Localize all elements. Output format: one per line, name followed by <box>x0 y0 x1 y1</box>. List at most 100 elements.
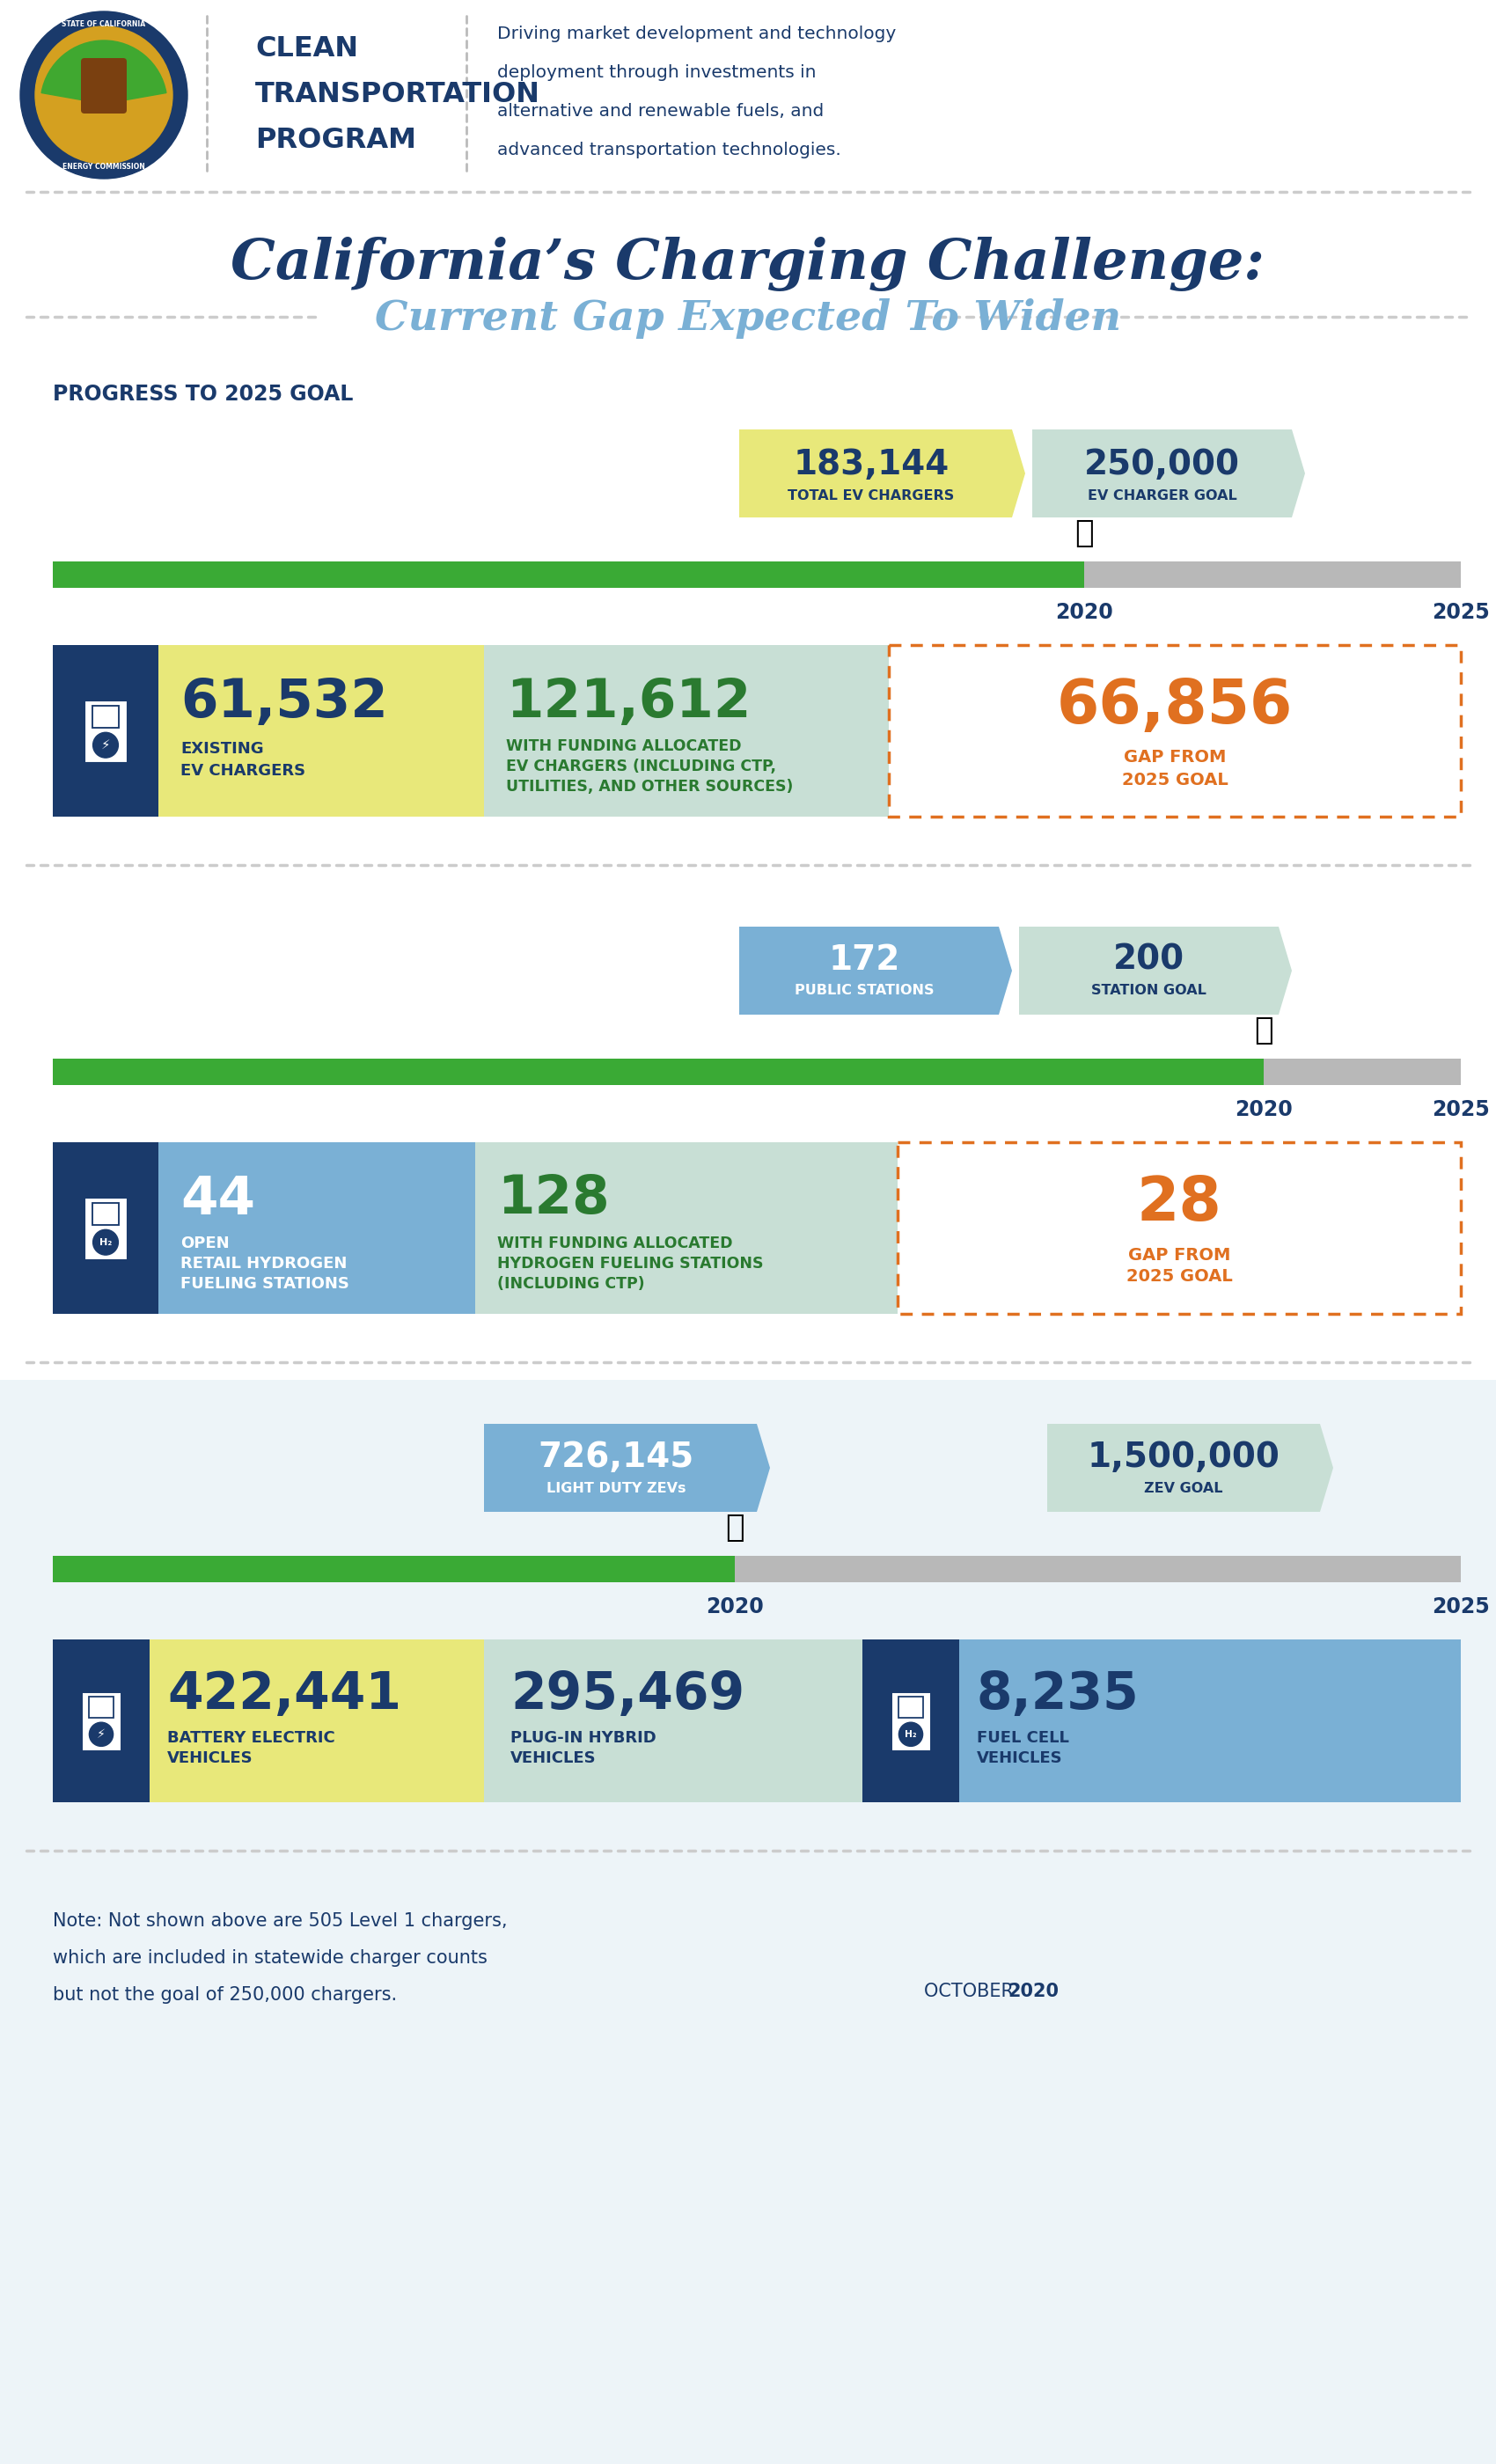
Text: WITH FUNDING ALLOCATED: WITH FUNDING ALLOCATED <box>497 1234 733 1252</box>
Text: 44: 44 <box>181 1173 256 1225</box>
Text: GAP FROM: GAP FROM <box>1128 1247 1230 1264</box>
Text: PLUG-IN HYBRID: PLUG-IN HYBRID <box>510 1730 657 1747</box>
Text: ZEV GOAL: ZEV GOAL <box>1144 1481 1222 1496</box>
Text: WITH FUNDING ALLOCATED: WITH FUNDING ALLOCATED <box>506 739 742 754</box>
Text: OPEN: OPEN <box>181 1234 229 1252</box>
Text: STATE OF CALIFORNIA: STATE OF CALIFORNIA <box>61 20 145 30</box>
FancyBboxPatch shape <box>84 1259 127 1266</box>
Text: LIGHT DUTY ZEVs: LIGHT DUTY ZEVs <box>546 1481 685 1496</box>
FancyBboxPatch shape <box>52 1555 735 1582</box>
Text: 🚗: 🚗 <box>726 1513 744 1542</box>
FancyBboxPatch shape <box>862 1639 959 1801</box>
FancyBboxPatch shape <box>81 59 127 113</box>
FancyBboxPatch shape <box>52 562 1085 589</box>
Text: deployment through investments in: deployment through investments in <box>497 64 817 81</box>
Text: 172: 172 <box>829 944 901 976</box>
Text: FUEL CELL: FUEL CELL <box>977 1730 1070 1747</box>
Text: UTILITIES, AND OTHER SOURCES): UTILITIES, AND OTHER SOURCES) <box>506 779 793 793</box>
FancyBboxPatch shape <box>81 1690 121 1752</box>
Text: FUELING STATIONS: FUELING STATIONS <box>181 1276 349 1291</box>
Text: VEHICLES: VEHICLES <box>977 1749 1062 1767</box>
Text: ⚡: ⚡ <box>100 739 111 752</box>
Text: EV CHARGER GOAL: EV CHARGER GOAL <box>1088 488 1237 503</box>
FancyBboxPatch shape <box>52 646 159 816</box>
Text: 2025 GOAL: 2025 GOAL <box>1126 1269 1233 1286</box>
FancyBboxPatch shape <box>0 1850 1496 2464</box>
FancyBboxPatch shape <box>890 1690 932 1752</box>
Text: H₂: H₂ <box>99 1237 112 1247</box>
Text: 2025: 2025 <box>1432 601 1490 623</box>
Text: BATTERY ELECTRIC: BATTERY ELECTRIC <box>168 1730 335 1747</box>
FancyBboxPatch shape <box>1085 562 1460 589</box>
FancyBboxPatch shape <box>890 1752 932 1757</box>
Circle shape <box>93 1230 118 1254</box>
Circle shape <box>90 1722 114 1747</box>
Text: 128: 128 <box>497 1173 609 1225</box>
FancyBboxPatch shape <box>0 0 1496 185</box>
Text: OCTOBER: OCTOBER <box>925 1984 1019 2001</box>
Text: TRANSPORTATION: TRANSPORTATION <box>256 81 540 108</box>
FancyBboxPatch shape <box>52 1143 159 1313</box>
Text: Note: Not shown above are 505 Level 1 chargers,: Note: Not shown above are 505 Level 1 ch… <box>52 1912 507 1929</box>
Text: 61,532: 61,532 <box>181 675 387 729</box>
FancyBboxPatch shape <box>84 1198 127 1259</box>
Text: 250,000: 250,000 <box>1085 448 1240 480</box>
FancyBboxPatch shape <box>476 1143 898 1313</box>
Text: alternative and renewable fuels, and: alternative and renewable fuels, and <box>497 103 824 118</box>
Polygon shape <box>1047 1424 1333 1513</box>
Text: EV CHARGERS (INCLUDING CTP,: EV CHARGERS (INCLUDING CTP, <box>506 759 776 774</box>
Text: 200: 200 <box>1113 944 1185 976</box>
Polygon shape <box>1019 926 1293 1015</box>
Text: VEHICLES: VEHICLES <box>510 1749 597 1767</box>
Text: TOTAL EV CHARGERS: TOTAL EV CHARGERS <box>788 488 954 503</box>
Circle shape <box>21 12 187 180</box>
Wedge shape <box>42 39 166 103</box>
FancyBboxPatch shape <box>93 1202 120 1225</box>
Text: Driving market development and technology: Driving market development and technolog… <box>497 25 896 42</box>
Text: 422,441: 422,441 <box>168 1668 401 1720</box>
Text: (INCLUDING CTP): (INCLUDING CTP) <box>497 1276 645 1291</box>
Text: 183,144: 183,144 <box>793 448 948 480</box>
FancyBboxPatch shape <box>898 1698 923 1717</box>
Text: 2020: 2020 <box>706 1597 763 1616</box>
Text: 2025: 2025 <box>1432 1099 1490 1121</box>
FancyBboxPatch shape <box>898 1143 1460 1313</box>
Text: EV CHARGERS: EV CHARGERS <box>181 764 305 779</box>
Text: 🚗: 🚗 <box>1074 517 1094 549</box>
Text: 2020: 2020 <box>1055 601 1113 623</box>
Text: STATION GOAL: STATION GOAL <box>1091 983 1206 998</box>
FancyBboxPatch shape <box>88 1698 114 1717</box>
Text: 8,235: 8,235 <box>977 1668 1140 1720</box>
Text: California’s Charging Challenge:: California’s Charging Challenge: <box>230 237 1266 291</box>
Text: Current Gap Expected To Widen: Current Gap Expected To Widen <box>375 298 1121 338</box>
Text: 726,145: 726,145 <box>539 1441 694 1473</box>
FancyBboxPatch shape <box>159 646 485 816</box>
Text: RETAIL HYDROGEN: RETAIL HYDROGEN <box>181 1257 347 1271</box>
Text: EXISTING: EXISTING <box>181 742 263 756</box>
FancyBboxPatch shape <box>81 1752 121 1757</box>
Circle shape <box>93 732 118 759</box>
Text: 🚗: 🚗 <box>1254 1015 1273 1045</box>
Text: 66,856: 66,856 <box>1056 678 1293 737</box>
Text: ENERGY COMMISSION: ENERGY COMMISSION <box>63 163 145 170</box>
Polygon shape <box>739 926 1011 1015</box>
FancyBboxPatch shape <box>52 1639 150 1801</box>
Text: H₂: H₂ <box>905 1730 917 1740</box>
FancyBboxPatch shape <box>52 1060 1264 1084</box>
FancyBboxPatch shape <box>84 761 127 769</box>
Text: 2025 GOAL: 2025 GOAL <box>1122 771 1228 788</box>
Text: PUBLIC STATIONS: PUBLIC STATIONS <box>794 983 935 998</box>
FancyBboxPatch shape <box>159 1143 476 1313</box>
Text: 2020: 2020 <box>1008 1984 1059 2001</box>
Text: 2025: 2025 <box>1432 1597 1490 1616</box>
FancyBboxPatch shape <box>862 1639 1460 1801</box>
Text: CLEAN: CLEAN <box>256 34 358 62</box>
Text: ⚡: ⚡ <box>97 1727 106 1740</box>
FancyBboxPatch shape <box>1264 1060 1460 1084</box>
FancyBboxPatch shape <box>93 705 120 727</box>
FancyBboxPatch shape <box>84 700 127 761</box>
Text: PROGRESS TO 2025 GOAL: PROGRESS TO 2025 GOAL <box>52 384 353 404</box>
Text: HYDROGEN FUELING STATIONS: HYDROGEN FUELING STATIONS <box>497 1257 763 1271</box>
Text: which are included in statewide charger counts: which are included in statewide charger … <box>52 1949 488 1966</box>
Polygon shape <box>1032 429 1305 517</box>
